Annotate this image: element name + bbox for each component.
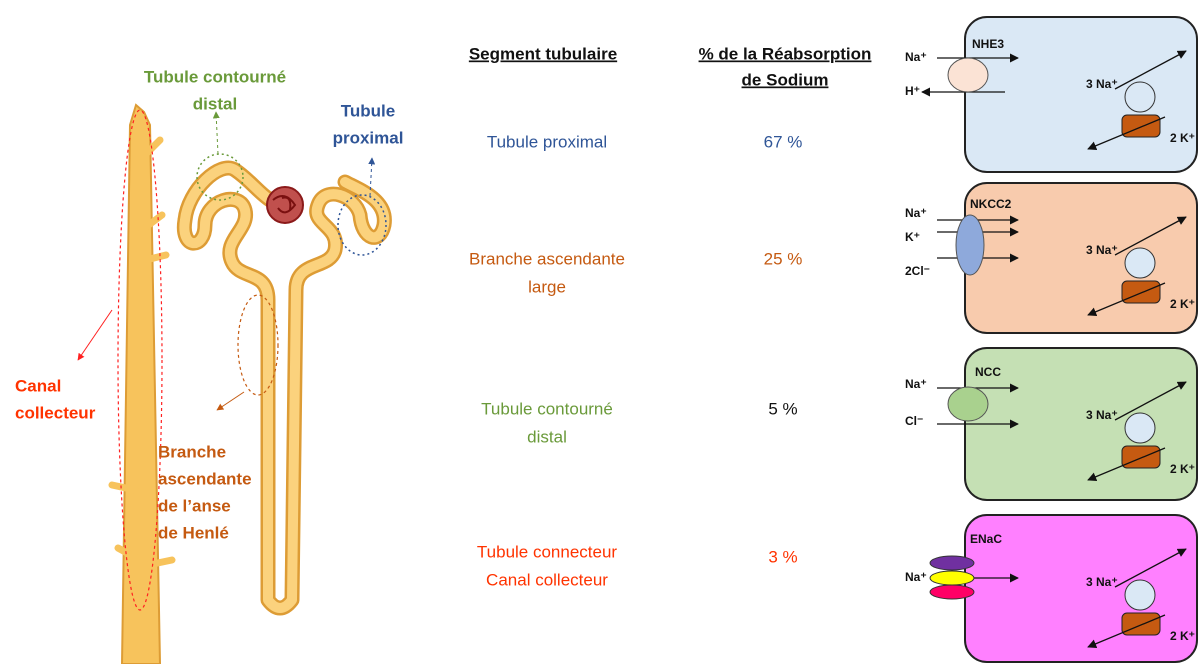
- transporter-name: NKCC2: [970, 197, 1012, 211]
- ion-label: Na⁺: [905, 377, 927, 391]
- segment-name: Tubule contourné: [481, 399, 613, 418]
- transporter: [956, 215, 984, 275]
- ion-label: H⁺: [905, 84, 920, 98]
- pump-ion: 3 Na⁺: [1086, 575, 1118, 589]
- segment-name: Tubule connecteur: [477, 542, 618, 561]
- nephron-label: Tubule contourné: [144, 67, 286, 86]
- ion-label: Na⁺: [905, 206, 927, 220]
- ion-label: K⁺: [905, 230, 920, 244]
- ion-label: Cl⁻: [905, 414, 923, 428]
- table-header: de Sodium: [742, 70, 829, 89]
- ion-label: 2Cl⁻: [905, 264, 930, 278]
- reabsorption-percent: 25 %: [764, 249, 803, 268]
- pump-ion: 2 K⁺: [1170, 131, 1195, 145]
- pump-ion: 2 K⁺: [1170, 462, 1195, 476]
- segment-name: Canal collecteur: [486, 570, 608, 589]
- ion-label: Na⁺: [905, 570, 927, 584]
- transporter: [930, 556, 974, 570]
- pump-head: [1125, 413, 1155, 443]
- pump-body: [1122, 281, 1160, 303]
- segment-name: distal: [527, 427, 567, 446]
- transporter: [930, 585, 974, 599]
- cell: Na⁺ K⁺ 2Cl⁻ NKCC2 3 Na⁺ 2 K⁺: [905, 183, 1197, 333]
- transporter-name: ENaC: [970, 532, 1002, 546]
- segment-name: large: [528, 277, 566, 296]
- transporter: [948, 58, 988, 92]
- pump-body: [1122, 115, 1160, 137]
- nephron-label: Branche: [158, 442, 226, 461]
- nephron-label: Tubule: [341, 101, 395, 120]
- segment-name: Tubule proximal: [487, 132, 607, 151]
- segment-name: Branche ascendante: [469, 249, 625, 268]
- nephron-label: de l’anse: [158, 496, 231, 515]
- pump-ion: 3 Na⁺: [1086, 77, 1118, 91]
- pump-ion: 3 Na⁺: [1086, 243, 1118, 257]
- nephron-label: collecteur: [15, 403, 96, 422]
- ion-label: Na⁺: [905, 50, 927, 64]
- cell: Na⁺ H⁺ NHE3 3 Na⁺ 2 K⁺: [905, 17, 1197, 172]
- nephron-label: ascendante: [158, 469, 252, 488]
- pump-head: [1125, 580, 1155, 610]
- nephron-label: distal: [193, 94, 237, 113]
- transporter: [948, 387, 988, 421]
- nephron-label: Canal: [15, 376, 61, 395]
- pump-ion: 2 K⁺: [1170, 297, 1195, 311]
- pump-ion: 3 Na⁺: [1086, 408, 1118, 422]
- cell: Na⁺ ENaC 3 Na⁺ 2 K⁺: [905, 515, 1197, 662]
- pump-ion: 2 K⁺: [1170, 629, 1195, 643]
- nephron-label: de Henlé: [158, 523, 229, 542]
- transporter: [930, 571, 974, 585]
- reabsorption-percent: 3 %: [768, 547, 797, 566]
- figure: Tubule contourné distal Tubule proximal Cana…: [0, 0, 1203, 664]
- pump-body: [1122, 446, 1160, 468]
- pump-body: [1122, 613, 1160, 635]
- nephron-drawing: [78, 105, 386, 664]
- reabsorption-percent: 67 %: [764, 132, 803, 151]
- pump-head: [1125, 248, 1155, 278]
- table-header: % de la Réabsorption: [699, 44, 872, 63]
- transporter-name: NCC: [975, 365, 1001, 379]
- transporter-name: NHE3: [972, 37, 1004, 51]
- nephron-label: proximal: [333, 128, 404, 147]
- table-header: Segment tubulaire: [469, 44, 617, 63]
- reabsorption-percent: 5 %: [768, 399, 797, 418]
- cell: Na⁺ Cl⁻ NCC 3 Na⁺ 2 K⁺: [905, 348, 1197, 500]
- pump-head: [1125, 82, 1155, 112]
